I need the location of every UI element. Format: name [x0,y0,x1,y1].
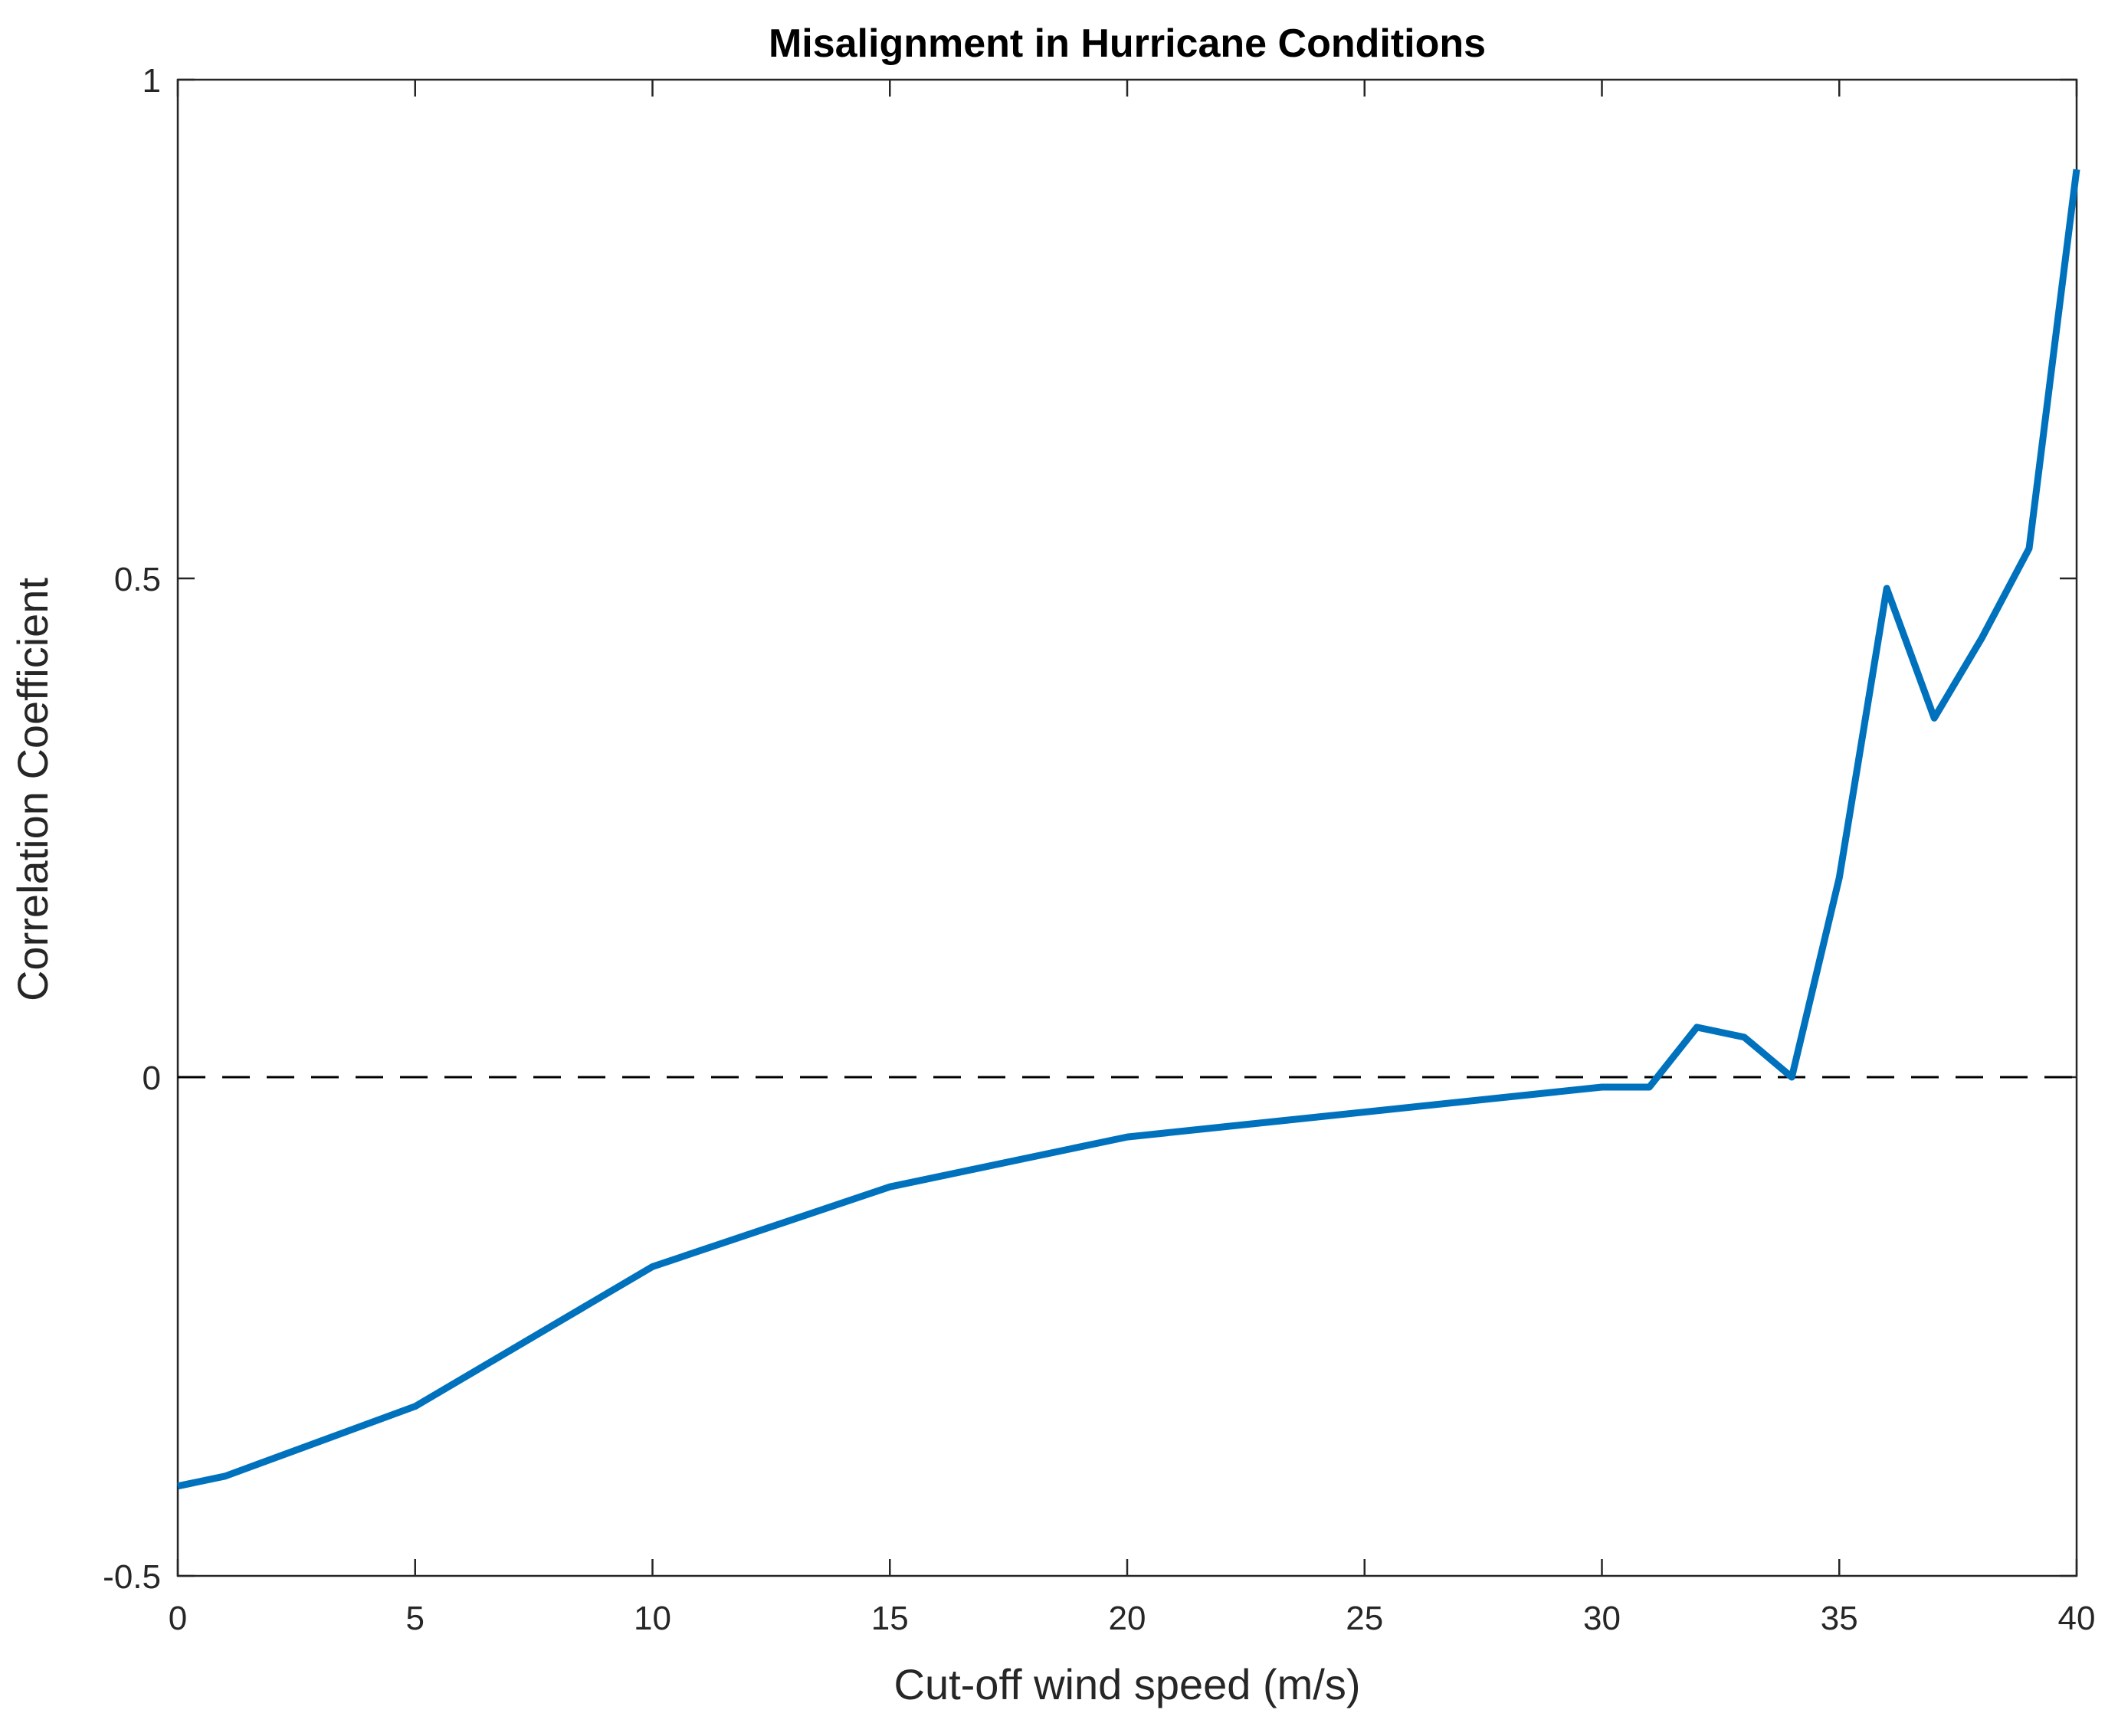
data-point [2028,548,2030,549]
x-axis-label: Cut-off wind speed (m/s) [894,1660,1361,1708]
x-tick-label: 0 [169,1600,187,1637]
x-tick-label: 20 [1109,1600,1146,1637]
x-tick-label: 10 [634,1600,671,1637]
data-point [1933,717,1935,719]
y-axis-label: Correlation Coefficient [8,578,57,1001]
y-tick-label: 0.5 [114,561,161,598]
x-tick-label: 40 [2058,1600,2096,1637]
data-point [177,1485,179,1487]
data-point [1126,1136,1128,1138]
y-tick-label: 1 [143,62,161,100]
plot-area-box [176,78,2078,1577]
x-tick-label: 25 [1346,1600,1383,1637]
x-tick-label: 5 [406,1600,425,1637]
y-tick-label: -0.5 [103,1558,161,1596]
x-tick-label: 15 [871,1600,909,1637]
x-tick-label: 35 [1821,1600,1858,1637]
x-tick-label: 30 [1583,1600,1621,1637]
data-point [1838,877,1840,879]
data-point [1648,1086,1650,1088]
data-point [652,1266,653,1267]
chart-title: Misalignment in Hurricane Conditions [769,21,1486,66]
y-tick-label: 0 [143,1060,161,1097]
